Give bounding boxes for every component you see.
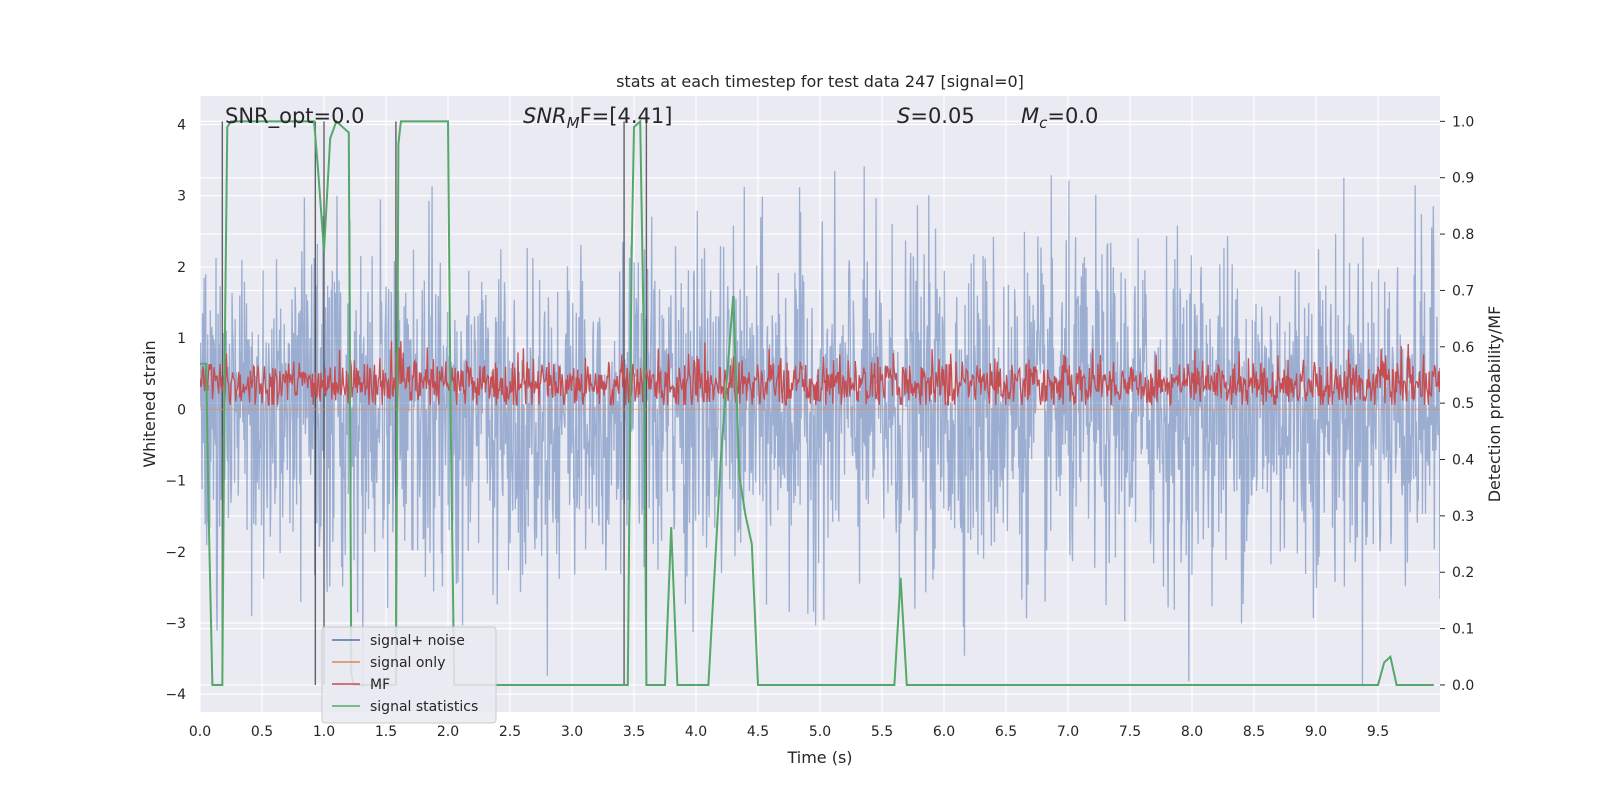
y-left-axis-label: Whitened strain: [140, 340, 159, 467]
y-right-tick-label-7: 0.7: [1452, 283, 1474, 299]
y-left-tick-label-8: 4: [177, 117, 186, 133]
legend-box: [321, 626, 497, 724]
y-right-tick-label-9: 0.9: [1452, 171, 1474, 187]
annotation-snr-mf-sub: M: [567, 114, 580, 132]
x-tick-label-8: 4.0: [685, 724, 707, 740]
annotation-snr-mf-base: SNR: [523, 104, 567, 128]
mf-line: [200, 341, 1440, 408]
x-axis-ticks: 0.0 0.5 1.0 1.5 2.0 2.5 3.0 3.5 4.0 4.5 5.0 5.5 6.0 6…: [189, 724, 1389, 740]
y-left-axis-ticks: −4 −3 −2 −1 0 1 2 3 4: [165, 117, 186, 703]
x-tick-label-17: 8.5: [1243, 724, 1265, 740]
x-tick-label-18: 9.0: [1305, 724, 1327, 740]
x-tick-label-13: 6.5: [995, 724, 1017, 740]
plot-content: [200, 119, 1440, 688]
signal-statistics-series: [200, 119, 1434, 686]
x-tick-label-3: 1.5: [375, 724, 397, 740]
x-tick-label-7: 3.5: [623, 724, 645, 740]
x-axis-label: Time (s): [786, 748, 852, 767]
y-right-tick-label-1: 0.1: [1452, 622, 1474, 638]
y-left-tick-label-5: 1: [177, 331, 186, 347]
legend[interactable]: signal+ noise signal only MF signal stat…: [321, 626, 497, 724]
chart-title: stats at each timestep for test data 247…: [616, 72, 1024, 91]
signal-statistics-line: [200, 119, 1434, 686]
annotation-mc-var: M: [1021, 104, 1039, 128]
y-right-axis-label: Detection probability/MF: [1485, 306, 1504, 503]
annotation-s: S=0.05: [897, 104, 975, 128]
x-tick-label-2: 1.0: [313, 724, 335, 740]
x-tick-label-19: 9.5: [1367, 724, 1389, 740]
y-left-tick-label-7: 3: [177, 189, 186, 205]
x-tick-label-4: 2.0: [437, 724, 459, 740]
y-left-tick-label-2: −2: [165, 545, 186, 561]
legend-label-signal-only: signal only: [370, 655, 445, 671]
x-tick-label-1: 0.5: [251, 724, 273, 740]
y-left-tick-label-1: −3: [165, 616, 186, 632]
x-tick-label-0: 0.0: [189, 724, 211, 740]
y-right-tick-label-5: 0.5: [1452, 396, 1474, 412]
y-right-tick-label-10: 1.0: [1452, 114, 1474, 130]
x-tick-label-16: 8.0: [1181, 724, 1203, 740]
mf-series: [200, 341, 1440, 408]
y-right-tick-label-3: 0.3: [1452, 509, 1474, 525]
y-left-tick-label-0: −4: [165, 687, 186, 703]
legend-label-signal-plus-noise: signal+ noise: [370, 633, 465, 649]
x-tick-label-5: 2.5: [499, 724, 521, 740]
y-right-tick-label-2: 0.2: [1452, 565, 1474, 581]
x-tick-label-11: 5.5: [871, 724, 893, 740]
y-right-tick-label-8: 0.8: [1452, 227, 1474, 243]
y-left-tick-label-4: 0: [177, 402, 186, 418]
y-right-tick-label-6: 0.6: [1452, 340, 1474, 356]
annotation-snr-mf-rest: F=[4.41]: [580, 104, 673, 128]
annotation-mc-sub: c: [1039, 114, 1048, 132]
x-tick-label-9: 4.5: [747, 724, 769, 740]
annotation-mc-rest: =0.0: [1047, 104, 1098, 128]
legend-label-mf: MF: [370, 677, 390, 693]
y-right-tick-label-4: 0.4: [1452, 453, 1474, 469]
x-tick-label-12: 6.0: [933, 724, 955, 740]
y-right-tick-label-0: 0.0: [1452, 678, 1474, 694]
x-tick-label-15: 7.5: [1119, 724, 1141, 740]
x-tick-label-6: 3.0: [561, 724, 583, 740]
annotation-s-var: S: [897, 104, 910, 128]
annotation-s-rest: =0.05: [910, 104, 974, 128]
y-right-axis-ticks: 0.0 0.1 0.2 0.3 0.4 0.5 0.6 0.7 0.8 0.9 1.0: [1440, 114, 1474, 694]
x-tick-label-14: 7.0: [1057, 724, 1079, 740]
y-left-tick-label-3: −1: [165, 474, 186, 490]
x-tick-label-10: 5.0: [809, 724, 831, 740]
annotation-snr-opt: SNR_opt=0.0: [225, 104, 365, 129]
annotation-snr-mf: SNRMF=[4.41]: [523, 104, 672, 132]
annotation-mc: Mc=0.0: [1021, 104, 1098, 132]
legend-label-signal-statistics: signal statistics: [370, 699, 478, 715]
annotations: SNR_opt=0.0 SNRMF=[4.41] S=0.05 Mc=0.0: [225, 104, 1098, 132]
y-left-tick-label-6: 2: [177, 260, 186, 276]
